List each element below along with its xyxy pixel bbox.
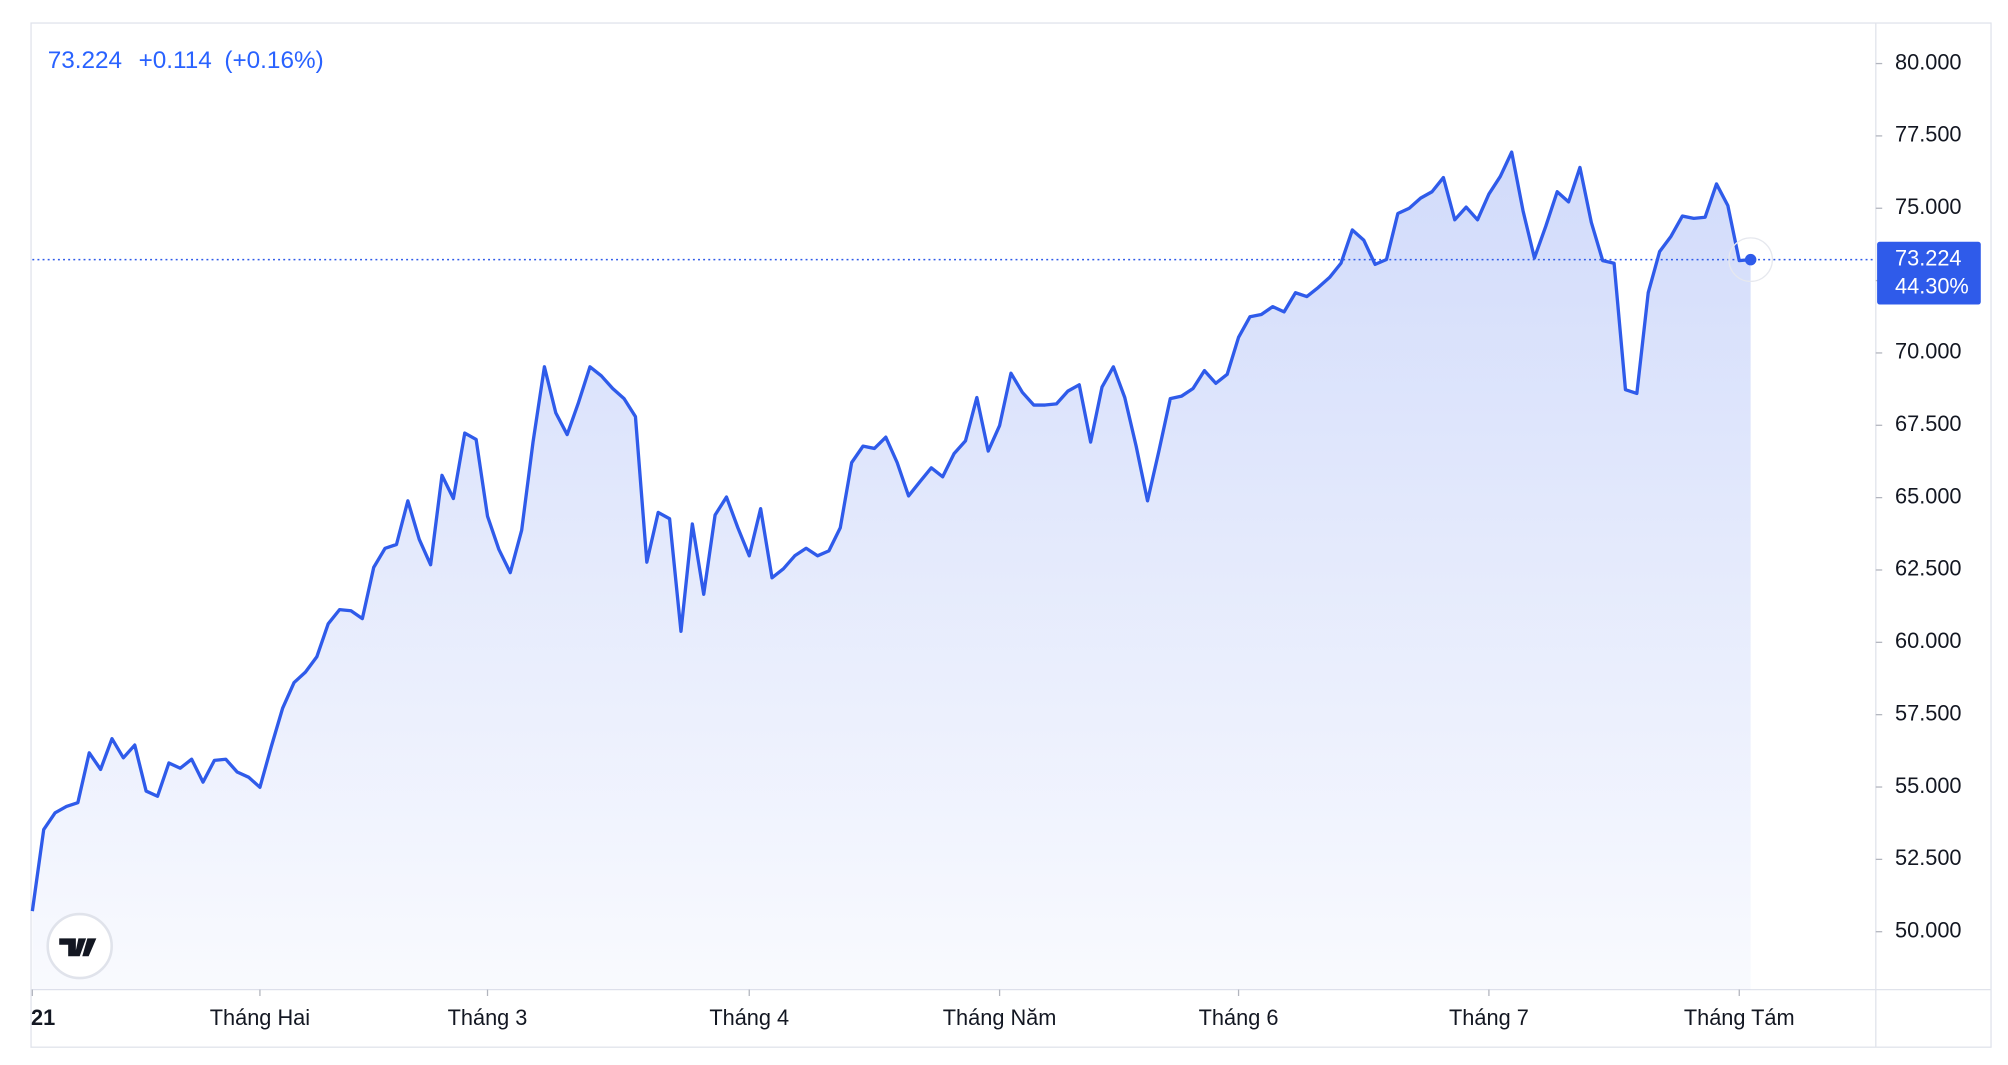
x-tick-label: Tháng Năm bbox=[943, 1005, 1057, 1030]
y-tick-label: 67.500 bbox=[1895, 411, 1962, 436]
y-tick-label: 65.000 bbox=[1895, 483, 1962, 508]
x-tick-label: Tháng Hai bbox=[210, 1005, 310, 1030]
last-point-halo bbox=[1728, 237, 1774, 283]
y-tick-label: 62.500 bbox=[1895, 556, 1962, 581]
area bbox=[32, 152, 1751, 990]
frame bbox=[30, 22, 1992, 1048]
x-tick-label: Tháng 7 bbox=[1449, 1005, 1529, 1030]
y-tick-label: 75.000 bbox=[1895, 194, 1962, 219]
y-tick-label: 57.500 bbox=[1895, 700, 1962, 725]
y-tick-label: 50.000 bbox=[1895, 917, 1962, 942]
y-tick-label: 55.000 bbox=[1895, 773, 1962, 798]
x-tick-label: Tháng 3 bbox=[448, 1005, 528, 1030]
y-tick-label: 52.500 bbox=[1895, 845, 1962, 870]
y-tick-label: 77.500 bbox=[1895, 122, 1962, 147]
x-tick-label: 21 bbox=[31, 1005, 55, 1030]
logo bbox=[46, 912, 113, 980]
x-tick-label: Tháng 4 bbox=[709, 1005, 789, 1030]
header-change: +0.114 bbox=[139, 47, 212, 74]
last-price-box bbox=[1877, 241, 1981, 305]
last-percent-label: 44.30% bbox=[1895, 274, 1969, 299]
x-tick-label: Tháng Tám bbox=[1684, 1005, 1795, 1030]
y-tick-label: 60.000 bbox=[1895, 628, 1962, 653]
last-price-label: 73.224 bbox=[1895, 245, 1962, 270]
y-tick-label: 70.000 bbox=[1895, 339, 1962, 364]
last-point bbox=[1744, 253, 1757, 266]
plot-area bbox=[30, 150, 1876, 990]
header-change-pct: (+0.16%) bbox=[224, 47, 323, 74]
y-tick-label: 80.000 bbox=[1895, 49, 1962, 74]
x-tick-label: Tháng 6 bbox=[1199, 1005, 1279, 1030]
header-price: 73.224 bbox=[48, 47, 122, 74]
line bbox=[30, 150, 1751, 912]
